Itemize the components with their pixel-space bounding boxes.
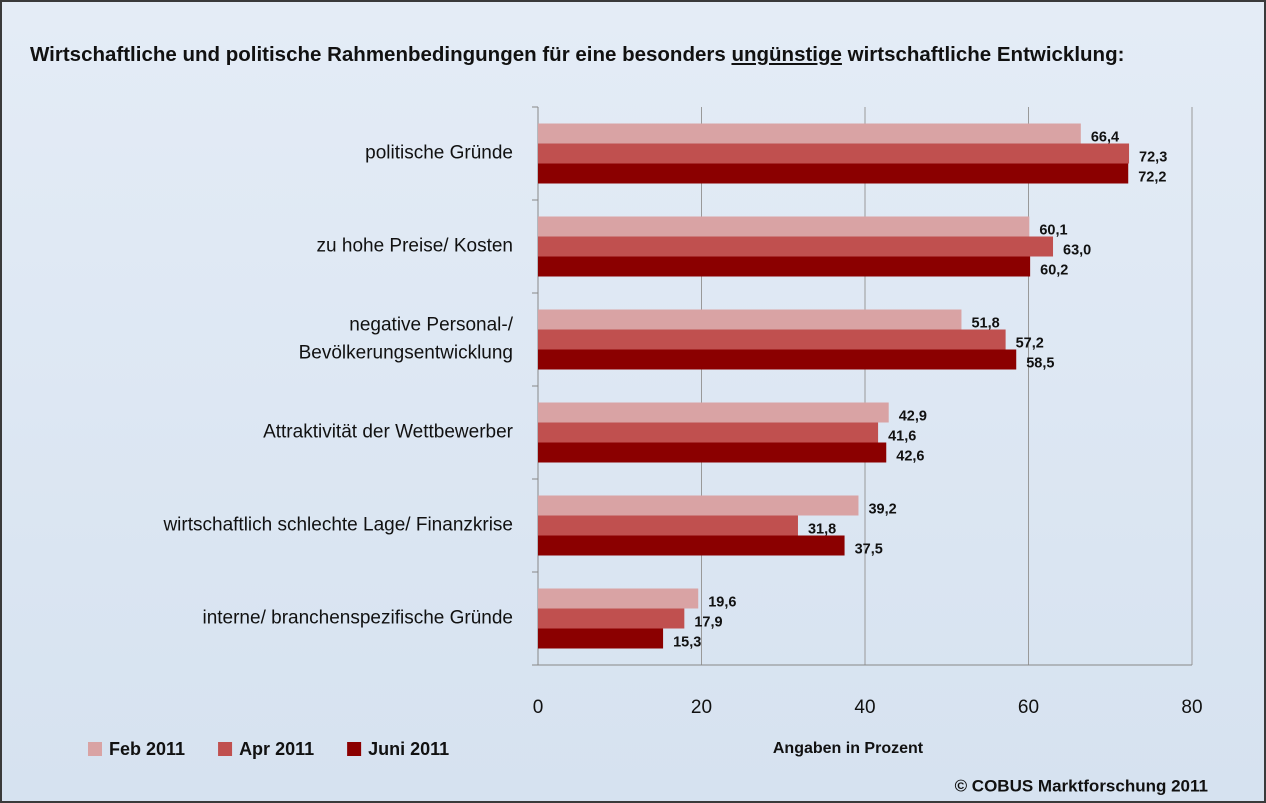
bar xyxy=(538,236,1054,257)
value-label: 60,2 xyxy=(1040,262,1068,278)
value-label: 60,1 xyxy=(1039,222,1067,238)
value-label: 58,5 xyxy=(1026,355,1054,371)
value-label: 57,2 xyxy=(1016,335,1044,351)
bar xyxy=(538,309,962,330)
bar xyxy=(538,515,798,536)
bar xyxy=(538,163,1129,184)
legend-swatch xyxy=(88,742,102,756)
legend-swatch xyxy=(347,742,362,756)
x-tick-label: 60 xyxy=(1018,697,1039,718)
bar xyxy=(538,349,1017,370)
y-tick-label: politische Gründe xyxy=(365,143,513,164)
legend-label: Apr 2011 xyxy=(239,739,314,759)
title-part: wirtschaftliche Entwicklung: xyxy=(841,43,1125,66)
value-label: 41,6 xyxy=(888,428,916,444)
value-label: 39,2 xyxy=(868,501,896,517)
value-label: 72,3 xyxy=(1139,149,1167,165)
value-label: 19,6 xyxy=(708,594,736,610)
bar xyxy=(538,143,1130,164)
value-label: 37,5 xyxy=(855,541,883,557)
value-label: 66,4 xyxy=(1091,129,1119,145)
bar xyxy=(538,535,845,556)
y-tick-label: zu hohe Preise/ Kosten xyxy=(317,236,513,257)
y-tick-label: negative Personal-/ xyxy=(349,315,513,336)
x-tick-label: 0 xyxy=(533,697,544,718)
title-part: Wirtschaftliche und politische Rahmenbed… xyxy=(30,43,732,66)
bar xyxy=(538,256,1031,277)
y-tick-label: Attraktivität der Wettbewerber xyxy=(263,422,514,443)
bar xyxy=(538,402,889,423)
value-label: 42,6 xyxy=(896,448,924,464)
value-label: 31,8 xyxy=(808,521,836,537)
bar xyxy=(538,216,1030,237)
y-tick-label: wirtschaftlich schlechte Lage/ Finanzkri… xyxy=(162,515,513,536)
y-tick-label: Bevölkerungsentwicklung xyxy=(299,343,513,364)
value-label: 51,8 xyxy=(971,315,999,331)
value-label: 63,0 xyxy=(1063,242,1091,258)
value-label: 15,3 xyxy=(673,634,701,650)
title-underlined: ungünstige xyxy=(731,43,842,66)
x-axis-label: Angaben in Prozent xyxy=(773,740,924,757)
bar xyxy=(538,495,859,516)
value-label: 72,2 xyxy=(1138,169,1166,185)
x-tick-label: 80 xyxy=(1181,697,1202,718)
y-tick-label: interne/ branchenspezifische Gründe xyxy=(202,608,513,629)
x-tick-label: 20 xyxy=(691,697,712,718)
bar xyxy=(538,422,879,443)
bar xyxy=(538,588,699,609)
value-label: 17,9 xyxy=(694,614,722,630)
value-label: 42,9 xyxy=(899,408,927,424)
chart-title: Wirtschaftliche und politische Rahmenbed… xyxy=(30,40,1245,69)
bar xyxy=(538,442,887,463)
bar xyxy=(538,123,1081,144)
bar xyxy=(538,329,1006,350)
x-tick-label: 40 xyxy=(854,697,875,718)
legend-swatch xyxy=(218,742,233,756)
legend-label: Feb 2011 xyxy=(109,739,185,759)
legend-label: Juni 2011 xyxy=(368,739,449,759)
source: © COBUS Marktforschung 2011 xyxy=(955,776,1208,795)
bar xyxy=(538,628,664,649)
bar xyxy=(538,608,685,629)
